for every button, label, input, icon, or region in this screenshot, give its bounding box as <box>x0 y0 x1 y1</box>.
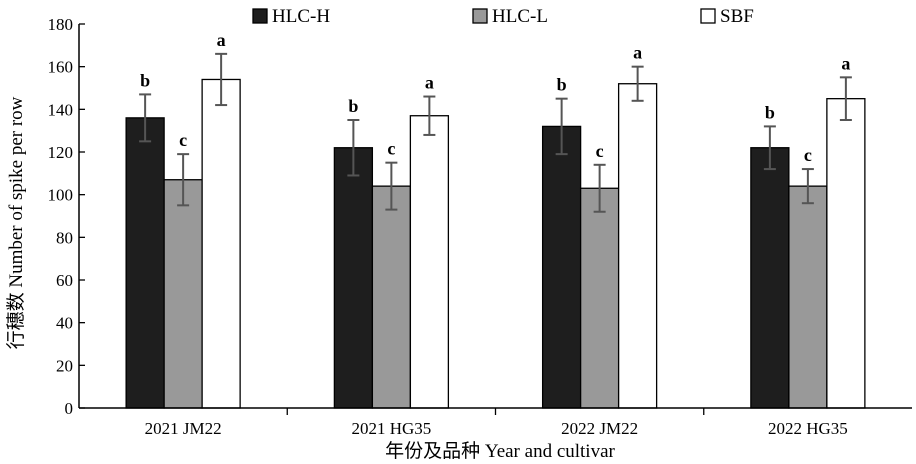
bar-sbf-2 <box>617 83 658 409</box>
x-axis: 2021 JM22 2021 HG35 2022 JM22 2022 HG35 <box>79 407 912 438</box>
significance-label: a <box>633 43 642 63</box>
y-tick-label: 180 <box>48 15 74 34</box>
x-axis-title: 年份及品种 Year and cultivar <box>385 440 615 462</box>
significance-label: b <box>557 75 567 95</box>
y-tick-label: 80 <box>56 228 73 247</box>
y-tick-label: 120 <box>48 143 74 162</box>
significance-label: a <box>841 53 850 73</box>
legend-label-hlc-h: HLC-H <box>272 6 330 27</box>
bar-hlc-l-3 <box>788 185 828 409</box>
y-tick-label: 20 <box>56 356 73 375</box>
bar-sbf-0 <box>201 78 241 409</box>
bar-hlc-l-2 <box>579 187 620 409</box>
y-axis: 0 20 40 60 80 100 120 140 160 180 <box>48 15 85 418</box>
y-tick-label: 40 <box>56 314 73 333</box>
bar-sbf-1 <box>409 115 450 409</box>
y-tick-label: 100 <box>48 186 74 205</box>
significance-label: c <box>179 130 187 150</box>
significance-label: a <box>217 30 226 50</box>
bar-sbf-3 <box>826 98 866 409</box>
bar-hlc-h-2 <box>541 125 582 409</box>
x-tick-label: 2022 JM22 <box>561 419 638 438</box>
legend: HLC-H HLC-L SBF <box>252 6 754 27</box>
bar-hlc-h-0 <box>125 117 165 409</box>
significance-label: a <box>425 73 434 93</box>
bar-hlc-h-3 <box>750 147 790 409</box>
y-axis-title: 行穗数 Number of spike per row <box>5 96 27 349</box>
x-tick-label: 2021 HG35 <box>351 419 431 438</box>
significance-label: b <box>140 70 150 90</box>
bar-hlc-l-0 <box>163 179 203 409</box>
legend-swatch-hlc-h <box>252 8 268 24</box>
x-tick-label: 2022 HG35 <box>768 419 848 438</box>
plot-area: b c a b c a b c a b c a <box>125 30 866 409</box>
legend-label-sbf: SBF <box>720 6 754 27</box>
legend-swatch-hlc-l <box>472 8 488 24</box>
legend-swatch-sbf <box>700 8 716 24</box>
legend-label-hlc-l: HLC-L <box>492 6 548 27</box>
y-tick-label: 60 <box>56 271 73 290</box>
y-tick-label: 140 <box>48 100 74 119</box>
significance-label: b <box>765 102 775 122</box>
significance-label: c <box>596 141 604 161</box>
significance-label: b <box>348 96 358 116</box>
bar-hlc-h-1 <box>333 147 374 409</box>
significance-label: c <box>387 139 395 159</box>
x-tick-label: 2021 JM22 <box>145 419 222 438</box>
bar-hlc-l-1 <box>371 185 412 409</box>
significance-label: c <box>804 145 812 165</box>
y-tick-label: 160 <box>48 58 74 77</box>
y-tick-label: 0 <box>65 399 74 418</box>
